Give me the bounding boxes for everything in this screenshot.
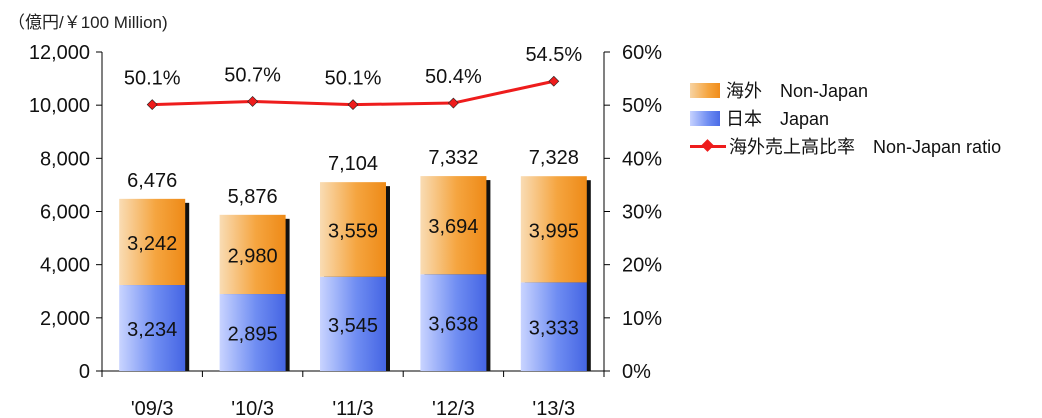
x-tick-label: '11/3 [332, 398, 373, 418]
data-labels: 3,234 3,242 6,476 2,895 2,980 5,876 3,545 3,559… [124, 44, 583, 345]
y-tick-label: 8,000 [40, 148, 90, 170]
legend-item-japan: 日本 Japan [690, 104, 1001, 132]
axes: 0 2,000 4,000 6,000 8,000 10,000 12,000 0% 10% 20… [29, 42, 662, 418]
data-label-overseas: 3,559 [328, 220, 378, 242]
data-label-japan: 3,234 [127, 319, 177, 341]
data-label-japan: 3,638 [428, 314, 478, 336]
x-tick-label: '12/3 [432, 398, 475, 418]
x-tick-label: '10/3 [231, 398, 274, 418]
ratio-point [347, 99, 359, 111]
legend-label-ratio: 海外売上高比率 Non-Japan ratio [729, 137, 1002, 157]
bar-japan [320, 276, 386, 371]
data-label-overseas: 3,995 [529, 220, 579, 242]
y2-tick-label: 60% [622, 42, 662, 64]
data-label-total: 7,332 [428, 147, 478, 169]
data-label-ratio: 50.1% [325, 68, 382, 90]
y2-tick-label: 10% [622, 308, 662, 330]
y-tick-label: 12,000 [29, 42, 90, 64]
data-label-japan: 3,545 [328, 315, 378, 337]
bar-japan [520, 282, 587, 371]
legend-item-ratio: 海外売上高比率 Non-Japan ratio [690, 132, 1001, 160]
data-label-total: 7,104 [328, 153, 378, 175]
bar-overseas [420, 176, 487, 275]
data-label-ratio: 50.4% [425, 66, 482, 88]
data-label-japan: 3,333 [529, 318, 579, 340]
y-tick-label: 6,000 [40, 202, 90, 224]
bar-overseas [219, 214, 286, 295]
y2-tick-label: 30% [622, 202, 662, 224]
legend: 海外 Non-Japan 日本 Japan 海外売上高比率 Non-Japan … [690, 76, 1001, 160]
unit-label: （億円/￥100 Million) [8, 13, 168, 32]
ratio-point [447, 97, 459, 109]
bar-overseas [520, 176, 587, 283]
bar-overseas [119, 198, 186, 286]
data-label-japan: 2,895 [228, 324, 278, 346]
data-label-overseas: 3,694 [428, 216, 478, 238]
data-label-ratio: 50.7% [224, 64, 281, 86]
data-label-total: 7,328 [529, 147, 579, 169]
data-label-overseas: 2,980 [228, 245, 278, 267]
data-label-ratio: 54.5% [525, 44, 582, 66]
y2-tick-label: 40% [622, 148, 662, 170]
x-tick-label: '13/3 [532, 398, 575, 418]
legend-item-overseas: 海外 Non-Japan [690, 76, 1001, 104]
bar-japan [119, 285, 186, 371]
data-label-total: 5,876 [228, 186, 278, 208]
data-label-total: 6,476 [127, 170, 177, 192]
y-tick-label: 10,000 [29, 95, 90, 117]
y-tick-label: 0 [79, 361, 90, 383]
legend-swatch-japan [690, 110, 720, 126]
legend-swatch-ratio [690, 139, 726, 154]
y-tick-label: 4,000 [40, 255, 90, 277]
y2-tick-label: 50% [622, 95, 662, 117]
legend-label-japan: 日本 Japan [726, 109, 830, 129]
x-tick-label: '09/3 [131, 398, 174, 418]
y2-tick-label: 20% [622, 255, 662, 277]
bar-overseas [320, 182, 386, 277]
ratio-point [247, 96, 259, 107]
y2-tick-label: 0% [622, 361, 651, 383]
bar-japan [219, 294, 286, 371]
bars [119, 176, 591, 371]
legend-label-overseas: 海外 Non-Japan [726, 81, 869, 101]
ratio-point [146, 99, 158, 111]
data-label-ratio: 50.1% [124, 68, 181, 90]
legend-swatch-overseas [690, 82, 720, 98]
bar-japan [420, 274, 487, 371]
ratio-point [548, 75, 560, 87]
y-tick-label: 2,000 [40, 308, 90, 330]
data-label-overseas: 3,242 [127, 233, 177, 255]
ratio-line [146, 75, 560, 111]
